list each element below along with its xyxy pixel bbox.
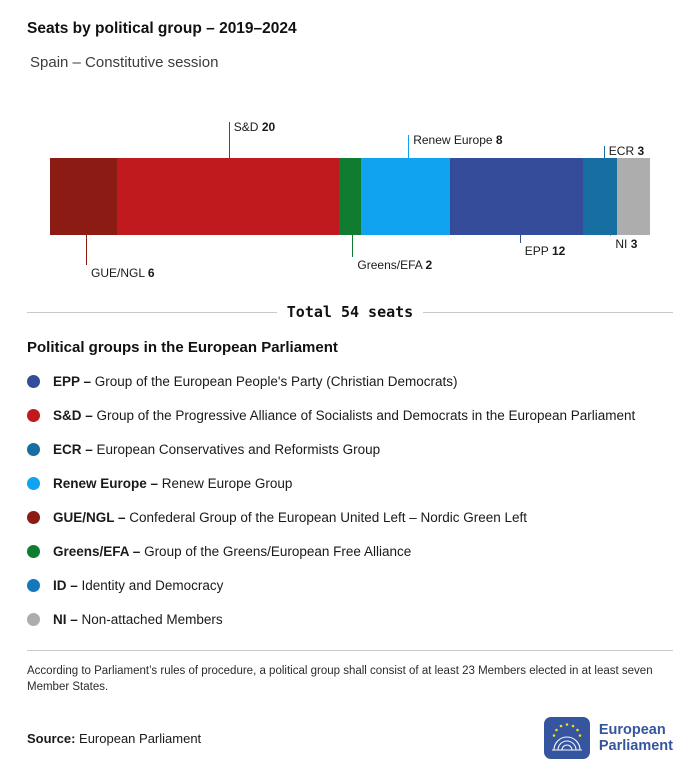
- bar-callout-text: Greens/EFA 2: [357, 258, 433, 272]
- legend-name: Renew Europe Group: [161, 475, 293, 491]
- infographic: Seats by political group – 2019–2024 Spa…: [27, 20, 673, 760]
- legend-item-sd: S&D – Group of the Progressive Alliance …: [27, 398, 673, 432]
- seats-chart: S&D 20 Renew Europe 8 ECR 3 GUE/NGL 6 Green…: [27, 83, 673, 295]
- legend-abbr: ID –: [53, 577, 78, 593]
- legend-name: Identity and Democracy: [81, 577, 224, 593]
- bar-callout-renew-europe: Renew Europe 8: [408, 133, 503, 158]
- footer-row: Source: European Parliament: [27, 717, 673, 760]
- legend-abbr: GUE/NGL –: [53, 509, 126, 525]
- ep-logo-icon: [543, 717, 590, 760]
- legend-dot: [27, 544, 40, 558]
- legend-item-greens-efa: Greens/EFA – Group of the Greens/Europea…: [27, 534, 673, 568]
- bar-segment-ni[interactable]: [616, 158, 650, 235]
- bar-callout-text: S&D 20: [233, 120, 276, 134]
- legend-list: EPP – Group of the European People's Par…: [27, 364, 673, 636]
- footnote: According to Parliament’s rules of proce…: [27, 665, 653, 694]
- bar-segment-epp[interactable]: [449, 158, 584, 235]
- bar-segment-ecr[interactable]: [583, 158, 617, 235]
- bar-callout-s-d: S&D 20: [228, 120, 275, 158]
- legend-item-renew-europe: Renew Europe – Renew Europe Group: [27, 466, 673, 500]
- labels-above: S&D 20 Renew Europe 8 ECR 3: [50, 83, 650, 158]
- legend-abbr: ECR –: [53, 441, 93, 457]
- legend-item-ecr: ECR – European Conservatives and Reformi…: [27, 432, 673, 466]
- legend-label: EPP – Group of the European People's Par…: [53, 374, 458, 389]
- legend-dot: [27, 612, 40, 626]
- page-subtitle: Spain – Constitutive session: [30, 54, 219, 71]
- bar-callout-epp: EPP 12: [519, 235, 565, 258]
- bar-callout-text: EPP 12: [524, 244, 566, 258]
- bar-callout-text: NI 3: [615, 237, 638, 251]
- bar-callout-text: Renew Europe 8: [413, 133, 503, 147]
- bar-segment-renew-europe[interactable]: [361, 158, 450, 235]
- bar-callout-gue-ngl: GUE/NGL 6: [86, 235, 155, 280]
- legend-name: Confederal Group of the European United …: [129, 509, 528, 525]
- legend-dot: [27, 408, 40, 422]
- legend-dot: [27, 510, 40, 524]
- source-label: Source:: [27, 730, 76, 746]
- legend-abbr: NI –: [53, 611, 78, 627]
- total-rule-right: [423, 311, 673, 313]
- total-seats-row: Total 54 seats: [27, 303, 673, 321]
- legend-name: Group of the European People's Party (Ch…: [94, 373, 458, 389]
- legend-label: GUE/NGL – Confederal Group of the Europe…: [53, 510, 527, 525]
- total-rule-left: [27, 311, 277, 313]
- legend-item-gue-ngl: GUE/NGL – Confederal Group of the Europe…: [27, 500, 673, 534]
- source-line: Source: European Parliament: [27, 731, 201, 746]
- legend-label: Greens/EFA – Group of the Greens/Europea…: [53, 544, 411, 559]
- legend-abbr: S&D –: [53, 407, 93, 423]
- european-parliament-logo: European Parliament: [543, 717, 673, 760]
- legend-dot: [27, 476, 40, 490]
- legend-name: Non-attached Members: [81, 611, 223, 627]
- legend-label: ID – Identity and Democracy: [53, 578, 223, 593]
- legend-label: Renew Europe – Renew Europe Group: [53, 476, 292, 491]
- legend-abbr: EPP –: [53, 373, 92, 389]
- total-seats-label: Total 54 seats: [286, 303, 414, 321]
- legend-item-id: ID – Identity and Democracy: [27, 568, 673, 602]
- source-value: European Parliament: [79, 730, 202, 746]
- bar-segment-gue-ngl[interactable]: [50, 158, 117, 235]
- ep-logo-text-line2: Parliament: [598, 738, 673, 755]
- bar-callout-greens-efa: Greens/EFA 2: [352, 235, 432, 272]
- page-title: Seats by political group – 2019–2024: [27, 20, 297, 37]
- legend-label: S&D – Group of the Progressive Alliance …: [53, 408, 635, 423]
- legend-label: ECR – European Conservatives and Reformi…: [53, 442, 380, 457]
- bar-segment-greens-efa[interactable]: [338, 158, 362, 235]
- legend-name: Group of the Progressive Alliance of Soc…: [96, 407, 636, 423]
- legend-label: NI – Non-attached Members: [53, 612, 223, 627]
- ep-logo-text-line1: European: [598, 721, 666, 738]
- legend-dot: [27, 442, 40, 456]
- ep-logo-text: European Parliament: [599, 722, 673, 755]
- footer-divider: [27, 650, 673, 651]
- legend-heading: Political groups in the European Parliam…: [27, 339, 338, 356]
- bar-callout-ni: NI 3: [610, 235, 637, 251]
- bar-callout-text: ECR 3: [608, 144, 645, 158]
- bar-callout-ecr: ECR 3: [603, 144, 644, 158]
- stacked-bar: [50, 158, 650, 235]
- legend-name: Group of the Greens/European Free Allian…: [144, 543, 412, 559]
- legend-dot: [27, 374, 40, 388]
- legend-abbr: Renew Europe –: [53, 475, 159, 491]
- legend-dot: [27, 578, 40, 592]
- labels-below: GUE/NGL 6 Greens/EFA 2 EPP 12 NI 3: [50, 235, 650, 295]
- legend-name: European Conservatives and Reformists Gr…: [96, 441, 381, 457]
- legend-item-ni: NI – Non-attached Members: [27, 602, 673, 636]
- bar-callout-text: GUE/NGL 6: [91, 266, 155, 280]
- legend-abbr: Greens/EFA –: [53, 543, 141, 559]
- legend-item-epp: EPP – Group of the European People's Par…: [27, 364, 673, 398]
- bar-segment-s-d[interactable]: [116, 158, 339, 235]
